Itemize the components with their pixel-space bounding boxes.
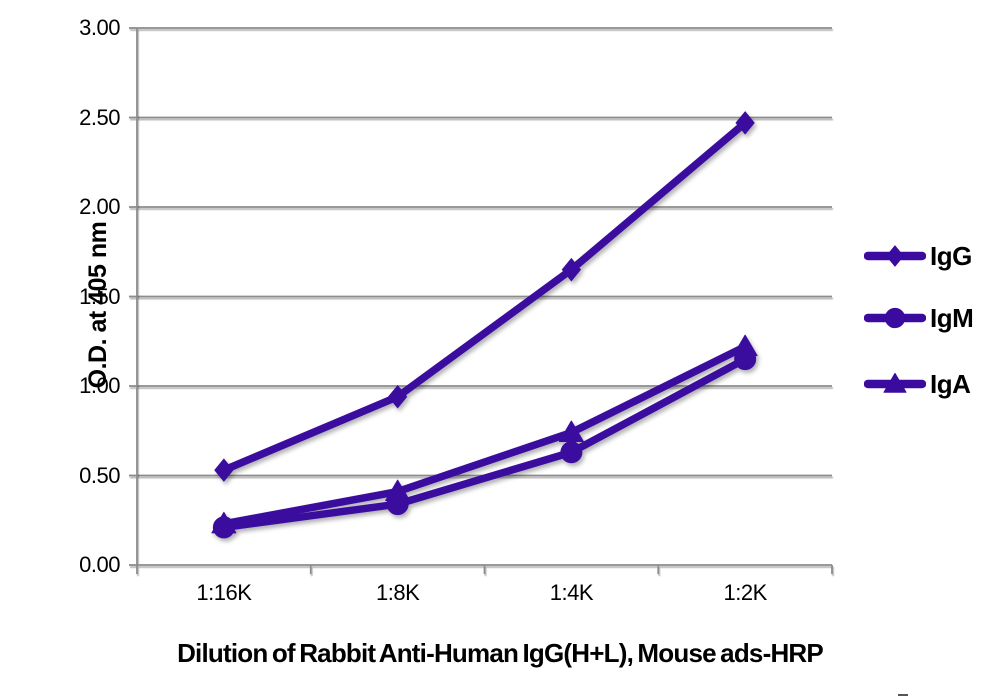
- circle-marker: [212, 516, 235, 539]
- circle-marker: [386, 493, 409, 516]
- legend-label: IgM: [930, 303, 974, 333]
- legend-label: IgG: [930, 241, 972, 271]
- circle-marker: [884, 307, 906, 329]
- y-tick-label: 2.50: [79, 104, 120, 130]
- legend-entry-IgA: IgA: [864, 368, 971, 400]
- diamond-marker: [561, 257, 582, 282]
- y-axis-title: O.D. at 405 nm: [84, 221, 112, 389]
- gridlines: [137, 27, 832, 477]
- diamond-marker: [387, 384, 408, 409]
- legend-label: IgA: [930, 369, 971, 399]
- legend-swatch-diamond: [864, 245, 926, 267]
- legend-entry-IgG: IgG: [864, 240, 972, 272]
- x-axis-title: Dilution of Rabbit Anti-Human IgG(H+L), …: [177, 638, 824, 668]
- legend-swatch-triangle: [864, 372, 926, 393]
- circle-marker: [560, 441, 583, 464]
- series-IgA: [211, 334, 758, 534]
- y-tick-label: 0.50: [79, 462, 120, 488]
- legend-swatch-circle: [864, 307, 926, 329]
- y-tick-label: 1.00: [79, 373, 120, 398]
- y-tick-label: 2.00: [79, 194, 120, 219]
- legend-entry-IgM: IgM: [864, 302, 974, 334]
- x-tick-label: 1:4K: [549, 580, 594, 605]
- y-tick-label: 0.00: [79, 552, 120, 577]
- y-tick-label: 3.00: [79, 15, 120, 40]
- series-IgM: [212, 348, 757, 539]
- diamond-marker: [735, 111, 755, 135]
- triangle-marker: [883, 372, 907, 393]
- bottom-edge-artifact: [898, 694, 908, 696]
- x-tick-label: 1:8K: [375, 580, 420, 605]
- series-line-IgA: [220, 342, 749, 528]
- axes: [129, 27, 833, 574]
- series-IgG: [214, 111, 755, 482]
- y-tick-label: 1.50: [79, 283, 120, 309]
- diamond-marker: [214, 458, 234, 482]
- circle-marker: [734, 348, 757, 371]
- x-tick-label: 1:2K: [723, 580, 767, 605]
- series-line-IgG: [220, 119, 749, 474]
- x-tick-label: 1:16K: [196, 580, 252, 605]
- diamond-marker: [886, 245, 904, 267]
- series-line-IgM: [220, 355, 749, 532]
